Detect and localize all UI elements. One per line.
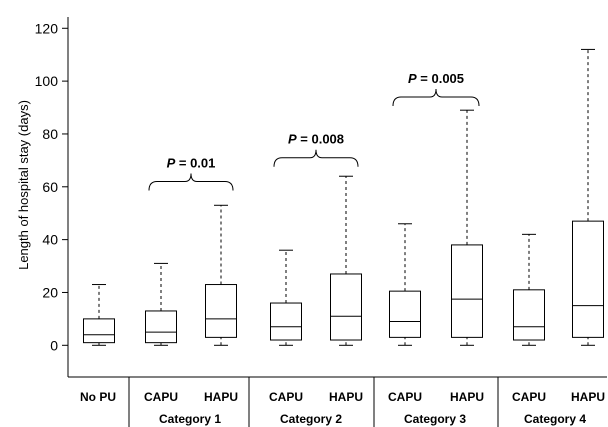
y-tick-label: 80 [42, 126, 58, 142]
iqr-box [145, 310, 177, 344]
category-label: Category 2 [280, 412, 342, 426]
boxes [83, 48, 604, 346]
significance-brace [392, 88, 480, 106]
x-tick-label: CAPU [144, 390, 178, 404]
box-1 [83, 284, 115, 346]
box-7 [451, 109, 483, 346]
iqr-box [451, 244, 483, 338]
box-5 [330, 175, 362, 346]
x-tick-label: HAPU [571, 390, 605, 404]
box-4 [270, 249, 302, 346]
p-value-label: P = 0.008 [288, 132, 344, 147]
x-tick-label: CAPU [512, 390, 546, 404]
box-6 [389, 223, 421, 346]
iqr-box [270, 302, 302, 341]
x-tick-label: HAPU [450, 390, 484, 404]
category-label: Category 3 [404, 412, 466, 426]
y-tick-label: 20 [42, 284, 58, 300]
iqr-box [513, 289, 545, 341]
x-tick-label: HAPU [204, 390, 238, 404]
iqr-box [572, 220, 604, 338]
x-tick-label: CAPU [269, 390, 303, 404]
y-axis-label: Length of hospital stay (days) [16, 100, 31, 270]
box-9 [572, 48, 604, 346]
iqr-box [330, 273, 362, 341]
iqr-box [389, 290, 421, 338]
box-3 [205, 204, 237, 346]
iqr-box [205, 284, 237, 338]
y-tick-label: 0 [50, 337, 58, 353]
annotations: P = 0.01 P = 0.008 P = 0.005 [148, 71, 480, 191]
p-value-label: P = 0.01 [167, 156, 216, 171]
category-label: Category 4 [524, 412, 586, 426]
y-tick-label: 120 [35, 20, 59, 36]
significance-brace [273, 149, 359, 167]
box-8 [513, 233, 545, 346]
y-tick-label: 100 [35, 73, 59, 89]
category-label: Category 1 [159, 412, 221, 426]
axes: 0 20 40 60 80 100 120 CAPU HAPU CAPU HAPU CAPU HAPU C… [35, 17, 607, 427]
y-tick-label: 40 [42, 232, 58, 248]
category-label: No PU [80, 390, 116, 404]
x-tick-label: HAPU [329, 390, 363, 404]
x-tick-label: CAPU [388, 390, 422, 404]
box-2 [145, 262, 177, 346]
significance-brace [148, 173, 234, 191]
iqr-box [83, 318, 115, 344]
y-tick-label: 60 [42, 179, 58, 195]
p-value-label: P = 0.005 [408, 71, 464, 86]
